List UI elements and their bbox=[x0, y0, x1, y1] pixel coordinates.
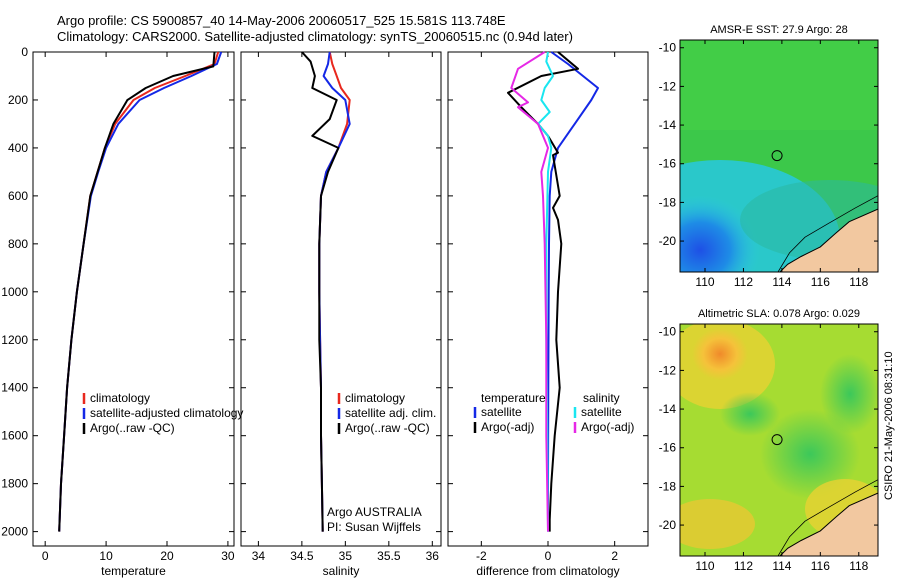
x-tick-label: 35.5 bbox=[377, 549, 401, 563]
salinity-xlabel: salinity bbox=[323, 564, 360, 578]
x-tick-label: 114 bbox=[772, 559, 791, 573]
map-frame bbox=[679, 39, 879, 273]
x-tick-label: 0 bbox=[545, 549, 552, 563]
series-line-temperature-satellite bbox=[547, 51, 599, 532]
y-tick-label: -14 bbox=[659, 402, 677, 416]
legend-climatology-label: climatology bbox=[345, 391, 405, 405]
y-tick-label: -18 bbox=[659, 479, 677, 493]
x-tick-label: 112 bbox=[734, 275, 753, 289]
institution-label: Argo AUSTRALIA bbox=[327, 505, 422, 519]
y-tick-label: -14 bbox=[659, 118, 677, 132]
y-tick-label: -10 bbox=[659, 325, 677, 339]
y-tick-label: 200 bbox=[8, 93, 28, 107]
map-frame bbox=[679, 323, 879, 557]
x-tick-label: 116 bbox=[811, 275, 830, 289]
legend-temp-satellite-label: satellite bbox=[481, 405, 522, 419]
series-line-climatology bbox=[58, 51, 220, 532]
x-tick-label: 30 bbox=[221, 549, 235, 563]
salinity-panel: 34 34.5 35 35.5 36 salinity bbox=[240, 51, 442, 578]
x-tick-label: 34 bbox=[252, 549, 266, 563]
x-tick-label: -2 bbox=[476, 549, 487, 563]
land-mass bbox=[779, 208, 878, 272]
x-tick-label: 34.5 bbox=[290, 549, 314, 563]
legend-satellite-adjusted-label: satellite-adjusted climatology bbox=[90, 406, 243, 420]
x-tick-label: 118 bbox=[849, 275, 868, 289]
x-tick-label: 116 bbox=[811, 559, 830, 573]
x-tick-label: 10 bbox=[99, 549, 113, 563]
land-mass bbox=[779, 492, 878, 556]
shelf-contour bbox=[777, 479, 878, 556]
x-tick-label: 0 bbox=[42, 549, 49, 563]
legend-satellite-adj-label: satellite adj. clim. bbox=[345, 406, 436, 420]
sst_map: 110 112 114 116 118 -10 -12 -14 -16 -18 -20 AMSR-E … bbox=[659, 24, 879, 289]
x-tick-label: 2 bbox=[611, 549, 618, 563]
x-tick-label: 20 bbox=[160, 549, 174, 563]
temperature-xlabel: temperature bbox=[101, 564, 166, 578]
argo-position-marker bbox=[771, 150, 783, 162]
temperature-panel: 0 10 20 30 0 200 400 600 800 1000 1200 1400 1600 1800… bbox=[1, 45, 235, 578]
y-tick-label: 1800 bbox=[1, 477, 28, 491]
y-tick-label: 1400 bbox=[1, 381, 28, 395]
pi-label: PI: Susan Wijffels bbox=[327, 520, 421, 534]
y-tick-label: 400 bbox=[8, 141, 28, 155]
y-tick-label: -20 bbox=[659, 234, 677, 248]
footer-timestamp: CSIRO 21-May-2006 08:31:10 bbox=[883, 351, 895, 500]
y-tick-label: 1200 bbox=[1, 333, 28, 347]
x-tick-label: 112 bbox=[734, 559, 753, 573]
y-tick-label: -16 bbox=[659, 441, 677, 455]
series-line-argo-raw-qc- bbox=[301, 51, 340, 532]
legend-temperature-title: temperature bbox=[481, 391, 546, 405]
legend-argo-label: Argo(..raw -QC) bbox=[345, 421, 430, 435]
series-line-argo-raw-qc- bbox=[58, 51, 216, 532]
legend-temp-argo-label: Argo(-adj) bbox=[481, 420, 534, 434]
sla_map: 110 112 114 116 118 -10 -12 -14 -16 -18 -20 Altimet… bbox=[659, 308, 879, 573]
y-tick-label: -16 bbox=[659, 157, 677, 171]
x-tick-label: 35 bbox=[339, 549, 353, 563]
x-tick-label: 36 bbox=[426, 549, 440, 563]
x-tick-label: 114 bbox=[772, 275, 791, 289]
y-tick-label: -12 bbox=[659, 79, 677, 93]
sst_map-field bbox=[680, 40, 878, 272]
sst_map-title: AMSR-E SST: 27.9 Argo: 28 bbox=[710, 24, 848, 36]
temperature-axes-box bbox=[32, 51, 235, 547]
legend-climatology-label: climatology bbox=[90, 391, 150, 405]
shelf-contour bbox=[777, 195, 878, 272]
y-tick-label: -12 bbox=[659, 363, 677, 377]
sla_map-title: Altimetric SLA: 0.078 Argo: 0.029 bbox=[698, 308, 860, 320]
legend-sal-argo-label: Argo(-adj) bbox=[581, 420, 634, 434]
y-tick-label: 600 bbox=[8, 189, 28, 203]
legend-sal-satellite-label: satellite bbox=[581, 405, 622, 419]
title-line-1: Argo profile: CS 5900857_40 14-May-2006 … bbox=[57, 13, 506, 28]
title-line-2: Climatology: CARS2000. Satellite-adjuste… bbox=[57, 29, 573, 44]
y-tick-label: 1600 bbox=[1, 429, 28, 443]
x-tick-label: 110 bbox=[695, 559, 714, 573]
y-tick-label: -18 bbox=[659, 195, 677, 209]
sla_map-field bbox=[680, 324, 878, 556]
difference-legend: temperature salinitysatelliteArgo(-adj)sa… bbox=[473, 391, 634, 434]
legend-argo-label: Argo(..raw -QC) bbox=[90, 421, 175, 435]
series-line-salinity-argo-adj- bbox=[510, 51, 549, 532]
y-tick-label: 1000 bbox=[1, 285, 28, 299]
y-tick-label: 0 bbox=[21, 45, 28, 59]
x-tick-label: 110 bbox=[695, 275, 714, 289]
y-tick-label: -20 bbox=[659, 518, 677, 532]
y-tick-label: 800 bbox=[8, 237, 28, 251]
y-tick-label: -10 bbox=[659, 41, 677, 55]
difference-xlabel: difference from climatology bbox=[476, 564, 619, 578]
argo-position-marker bbox=[771, 434, 783, 446]
legend-salinity-title: salinity bbox=[583, 391, 620, 405]
series-line-temperature-argo-adj- bbox=[507, 51, 579, 532]
x-tick-label: 118 bbox=[849, 559, 868, 573]
salinity-axes-box bbox=[240, 51, 442, 547]
series-line-satellite-adjusted-climatology bbox=[58, 51, 223, 532]
y-tick-label: 2000 bbox=[1, 525, 28, 539]
